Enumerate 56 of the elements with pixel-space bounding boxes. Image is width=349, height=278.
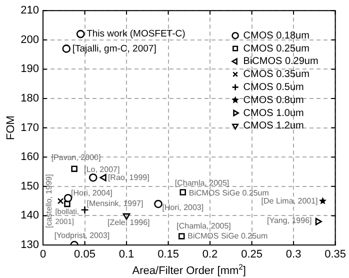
annotation: [Lo, 2007] (84, 164, 120, 174)
y-tick-label: 160 (20, 151, 39, 164)
y-tick-label: 140 (20, 210, 39, 222)
y-tick-label: 200 (20, 34, 39, 46)
y-axis-title: FOM (5, 116, 17, 140)
annotation: [De Lima, 2001] (261, 196, 318, 206)
x-tick-label: 0.1 (118, 248, 134, 261)
legend-label: BiCMOS 0.29um (243, 56, 318, 68)
annotation: This work (MOSFET-C) (86, 28, 186, 40)
annotation: [Rao, 1999] (108, 172, 150, 182)
annotation: [Chamla, 2005] (176, 221, 231, 230)
point (122, 213, 130, 220)
x-tick-label: 0.25 (241, 248, 262, 261)
point (100, 174, 106, 182)
legend-label: CMOS 0.18um (243, 30, 310, 42)
legend-label: CMOS 0.8um (243, 94, 304, 106)
x-tick-label: 0.05 (74, 248, 96, 261)
x-tick-label: 0.3 (286, 248, 302, 261)
legend-label: CMOS 0.25um (243, 43, 310, 54)
annotation: [Chamla, 2005] (174, 178, 230, 188)
y-tick-label: 130 (20, 239, 39, 252)
y-tick-label: 180 (20, 92, 39, 105)
point (178, 233, 185, 240)
x-tick-label: 0.2 (202, 248, 218, 261)
legend-label: CMOS 0.5um (243, 82, 304, 93)
x-tick-label: 0.35 (324, 248, 346, 261)
legend-label: CMOS 1.2um (243, 120, 304, 132)
x-tick-label: 0.15 (158, 248, 179, 261)
y-tick-label: 150 (20, 180, 39, 192)
annotation: [Yodprist, 2003] (54, 231, 110, 240)
y-tick-label: 170 (20, 122, 39, 134)
point (180, 189, 186, 196)
point (76, 30, 85, 38)
y-tick-label: 190 (20, 63, 39, 76)
point (64, 200, 70, 208)
annotation: [castello, 1999] (44, 174, 54, 228)
y-tick-label: 210 (20, 4, 39, 17)
annotation: [Hori, 2003] (162, 203, 204, 212)
annotation: [Tajalli, gm-C, 2007] (72, 43, 156, 54)
annotation: [Hori, 2004] (71, 188, 112, 198)
point (62, 44, 71, 53)
annotation: [Zele, 1996] (108, 218, 150, 227)
annotation: [Mensink, 1997] (86, 199, 144, 208)
point (154, 200, 162, 208)
point (318, 197, 327, 204)
legend-label: CMOS 1.0um (243, 108, 304, 119)
legend-label: CMOS 0.35um (243, 69, 310, 80)
point (71, 166, 78, 172)
annotation: [Pavan, 2000] (51, 153, 101, 162)
x-tick-label: 0 (40, 248, 46, 261)
annotation: BiCMOS SiGe 0.25um (188, 188, 270, 198)
annotation: [Yang, 1996] (266, 216, 312, 225)
annotation: BiCMOS SiGe 0.25um (188, 231, 268, 240)
point (57, 198, 64, 204)
point (315, 218, 322, 226)
point (64, 194, 72, 202)
